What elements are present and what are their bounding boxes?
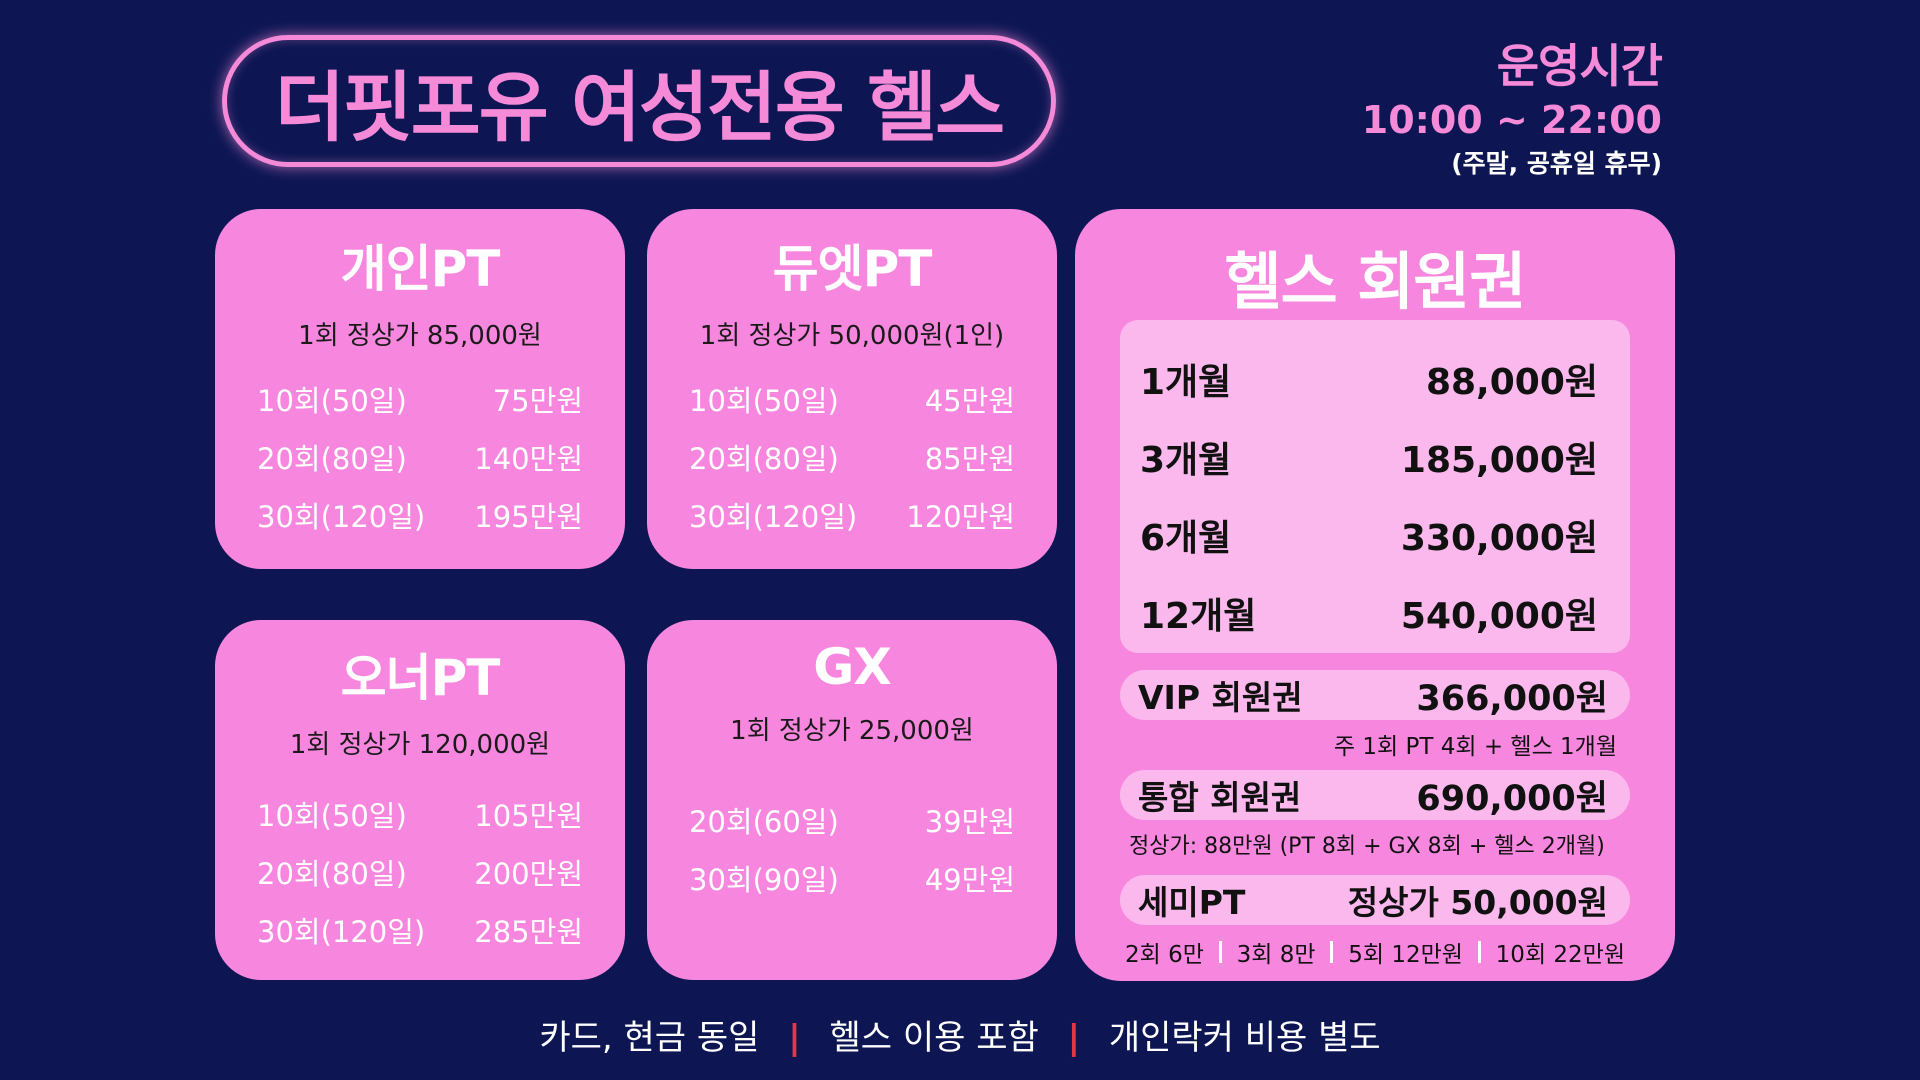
price-label: 85만원 <box>924 442 1015 476</box>
separator <box>1330 941 1334 963</box>
membership-row: 1개월 88,000원 <box>1140 340 1598 418</box>
gx-card: GX 1회 정상가 25,000원 20회(60일) 39만원 30회(90일)… <box>647 620 1057 980</box>
card-title: 개인PT <box>340 240 501 298</box>
hours-block: 운영시간 10:00 ~ 22:00 (주말, 공휴일 휴무) <box>1361 30 1663 180</box>
hours-time: 10:00 ~ 22:00 <box>1361 98 1662 142</box>
price-row: 30회(90일) 49만원 <box>647 857 1057 915</box>
price-label: 49만원 <box>924 863 1015 897</box>
price-row: 20회(60일) 39만원 <box>647 799 1057 857</box>
semi-option: 5회 12만원 <box>1348 942 1463 968</box>
combined-price: 690,000원 <box>1416 778 1608 819</box>
price-label: 75만원 <box>492 384 583 418</box>
sessions-label: 20회(80일) <box>257 442 407 476</box>
price-row: 20회(80일) 200만원 <box>215 851 625 909</box>
sessions-label: 20회(80일) <box>257 857 407 891</box>
price-label: 140만원 <box>474 442 583 476</box>
sessions-label: 20회(80일) <box>689 442 839 476</box>
semi-option: 10회 22만원 <box>1495 942 1625 968</box>
period-label: 6개월 <box>1140 518 1232 559</box>
membership-list: 1개월 88,000원 3개월 185,000원 6개월 330,000원 12… <box>1120 320 1630 653</box>
footer-notes: 카드, 현금 동일 | 헬스 이용 포함 | 개인락커 비용 별도 <box>0 1010 1920 1059</box>
price-label: 88,000원 <box>1425 362 1598 403</box>
semi-price: 정상가 50,000원 <box>1347 883 1608 922</box>
membership-row: 3개월 185,000원 <box>1140 418 1598 496</box>
hours-note: (주말, 공휴일 휴무) <box>1451 149 1662 178</box>
sessions-label: 10회(50일) <box>257 799 407 833</box>
combined-label: 통합 회원권 <box>1138 778 1302 817</box>
membership-card: 헬스 회원권 1개월 88,000원 3개월 185,000원 6개월 330,… <box>1075 209 1675 981</box>
sessions-label: 10회(50일) <box>689 384 839 418</box>
combined-note: 정상가: 88만원 (PT 8회 + GX 8회 + 헬스 2개월) <box>1129 834 1605 859</box>
period-label: 1개월 <box>1140 362 1232 403</box>
combined-membership-row: 통합 회원권 690,000원 <box>1120 770 1630 820</box>
owner-pt-card: 오너PT 1회 정상가 120,000원 10회(50일) 105만원 20회(… <box>215 620 625 980</box>
price-label: 120만원 <box>906 500 1015 534</box>
semi-option: 3회 8만 <box>1236 942 1316 968</box>
price-label: 285만원 <box>474 915 583 949</box>
membership-row: 6개월 330,000원 <box>1140 496 1598 574</box>
sessions-label: 30회(120일) <box>257 500 426 534</box>
hours-title: 운영시간 <box>1496 39 1663 93</box>
price-label: 330,000원 <box>1400 518 1598 559</box>
period-label: 3개월 <box>1140 440 1232 481</box>
price-row: 30회(120일) 195만원 <box>215 494 625 552</box>
semi-label: 세미PT <box>1138 883 1246 922</box>
separator <box>1218 941 1222 963</box>
semi-options: 2회 6만 3회 8만 5회 12만원 10회 22만원 <box>1125 935 1625 969</box>
footer-item: 헬스 이용 포함 <box>829 1018 1039 1058</box>
price-label: 195만원 <box>474 500 583 534</box>
card-base-price: 1회 정상가 120,000원 <box>289 730 551 760</box>
card-base-price: 1회 정상가 25,000원 <box>730 716 974 746</box>
semi-option: 2회 6만 <box>1125 942 1204 968</box>
membership-row: 12개월 540,000원 <box>1140 574 1598 652</box>
footer-item: 카드, 현금 동일 <box>539 1018 760 1058</box>
period-label: 12개월 <box>1140 596 1257 637</box>
card-base-price: 1회 정상가 85,000원 <box>298 321 542 351</box>
price-label: 105만원 <box>474 799 583 833</box>
sessions-label: 30회(90일) <box>689 863 839 897</box>
duet-pt-card: 듀엣PT 1회 정상가 50,000원(1인) 10회(50일) 45만원 20… <box>647 209 1057 569</box>
price-label: 185,000원 <box>1400 440 1598 481</box>
price-row: 20회(80일) 85만원 <box>647 436 1057 494</box>
footer-separator: | <box>1067 1018 1080 1058</box>
card-title: 듀엣PT <box>772 240 933 298</box>
title-pill: 더핏포유 여성전용 헬스 <box>222 35 1056 167</box>
card-title: GX <box>813 638 892 696</box>
card-title: 오너PT <box>340 649 501 707</box>
sessions-label: 30회(120일) <box>257 915 426 949</box>
card-title: 헬스 회원권 <box>1224 245 1527 318</box>
vip-price: 366,000원 <box>1416 678 1608 719</box>
price-row: 10회(50일) 105만원 <box>215 793 625 851</box>
personal-pt-card: 개인PT 1회 정상가 85,000원 10회(50일) 75만원 20회(80… <box>215 209 625 569</box>
page-title: 더핏포유 여성전용 헬스 <box>274 63 1005 152</box>
semi-pt-row: 세미PT 정상가 50,000원 <box>1120 875 1630 925</box>
card-base-price: 1회 정상가 50,000원(1인) <box>699 321 1005 351</box>
vip-label: VIP 회원권 <box>1138 678 1303 717</box>
price-label: 200만원 <box>474 857 583 891</box>
separator <box>1477 941 1481 963</box>
price-row: 20회(80일) 140만원 <box>215 436 625 494</box>
price-row: 30회(120일) 120만원 <box>647 494 1057 552</box>
price-label: 540,000원 <box>1400 596 1598 637</box>
sessions-label: 20회(60일) <box>689 805 839 839</box>
sessions-label: 30회(120일) <box>689 500 858 534</box>
price-row: 10회(50일) 75만원 <box>215 378 625 436</box>
price-row: 10회(50일) 45만원 <box>647 378 1057 436</box>
price-label: 45만원 <box>924 384 1015 418</box>
price-label: 39만원 <box>924 805 1015 839</box>
footer-item: 개인락커 비용 별도 <box>1108 1018 1381 1058</box>
sessions-label: 10회(50일) <box>257 384 407 418</box>
vip-note: 주 1회 PT 4회 + 헬스 1개월 <box>1333 734 1617 760</box>
vip-membership-row: VIP 회원권 366,000원 <box>1120 670 1630 720</box>
footer-separator: | <box>788 1018 801 1058</box>
price-row: 30회(120일) 285만원 <box>215 909 625 967</box>
